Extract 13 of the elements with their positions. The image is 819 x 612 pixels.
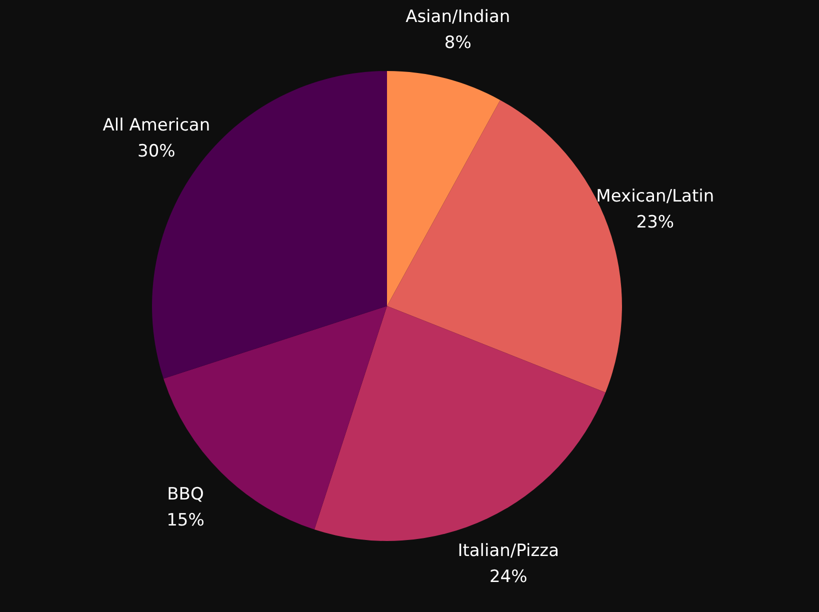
data-label: 23% [636, 212, 674, 232]
pie-slice [387, 71, 500, 306]
pie-slice [314, 306, 606, 541]
data-label: 8% [444, 32, 472, 53]
slice-label: All American [102, 115, 210, 136]
pie-slice [164, 306, 387, 530]
data-label: 30% [138, 141, 176, 162]
slice-label: BBQ [167, 484, 204, 505]
slice-label: Mexican/Latin [596, 186, 714, 206]
data-label: 24% [489, 566, 528, 587]
data-label: 15% [166, 510, 204, 531]
slice-label: Italian/Pizza [458, 540, 560, 561]
slice-label: Asian/Indian [406, 6, 510, 27]
